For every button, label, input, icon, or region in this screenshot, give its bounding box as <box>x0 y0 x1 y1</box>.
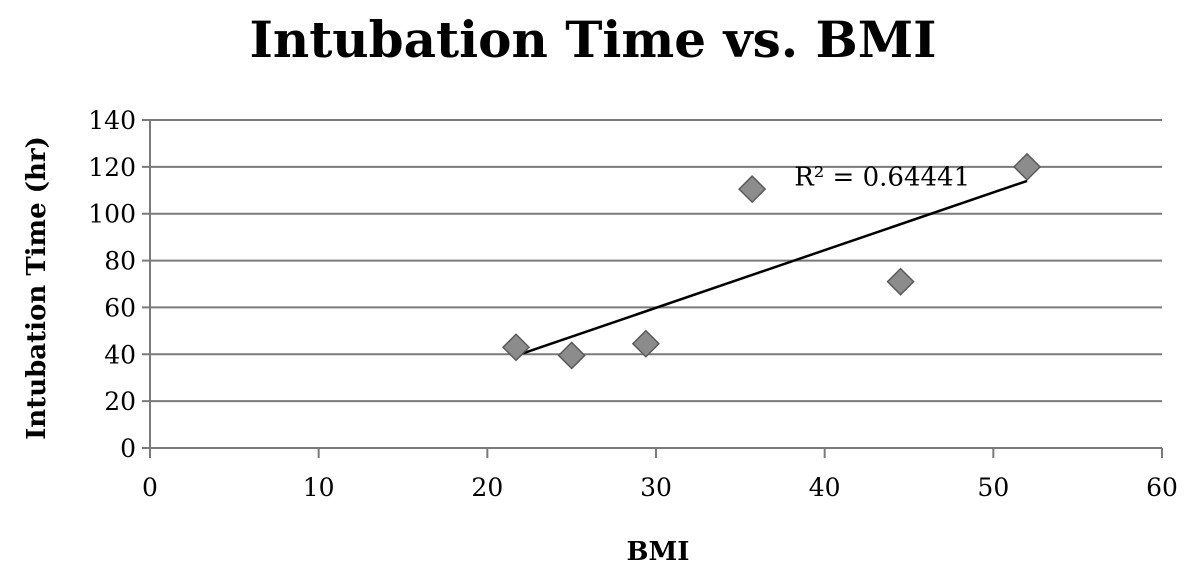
data-points <box>501 152 1042 370</box>
trendline-group <box>515 179 1028 357</box>
x-axis-title: BMI <box>627 537 690 567</box>
y-tick-label: 60 <box>104 293 136 322</box>
y-tick-label: 40 <box>104 340 136 369</box>
x-tick-label: 30 <box>640 473 672 502</box>
x-tick-label: 50 <box>977 473 1009 502</box>
chart-title: Intubation Time vs. BMI <box>249 10 937 69</box>
x-tick-label: 0 <box>142 473 158 502</box>
data-point <box>886 267 915 296</box>
data-point <box>1013 152 1042 181</box>
x-tick-label: 10 <box>303 473 335 502</box>
y-tick-label: 20 <box>104 387 136 416</box>
ticks: 0 20 40 60 80 100 120 140 0 10 20 30 40 50 60 <box>88 106 1178 502</box>
axes <box>149 120 1162 449</box>
data-point <box>738 175 767 204</box>
data-point <box>631 329 660 358</box>
trendline <box>515 179 1028 357</box>
x-tick-label: 40 <box>809 473 841 502</box>
data-point <box>501 333 531 362</box>
r-squared-annotation: R² = 0.64441 <box>794 163 970 193</box>
y-tick-label: 100 <box>88 200 136 229</box>
data-point <box>557 341 586 370</box>
x-tick-label: 20 <box>471 473 503 502</box>
y-tick-label: 80 <box>104 247 136 276</box>
y-axis-title: Intubation Time (hr) <box>22 136 52 440</box>
y-tick-label: 140 <box>88 106 136 135</box>
x-tick-label: 60 <box>1146 473 1178 502</box>
y-tick-label: 120 <box>88 153 136 182</box>
grid-lines <box>142 119 1162 449</box>
y-tick-label: 0 <box>120 434 136 463</box>
